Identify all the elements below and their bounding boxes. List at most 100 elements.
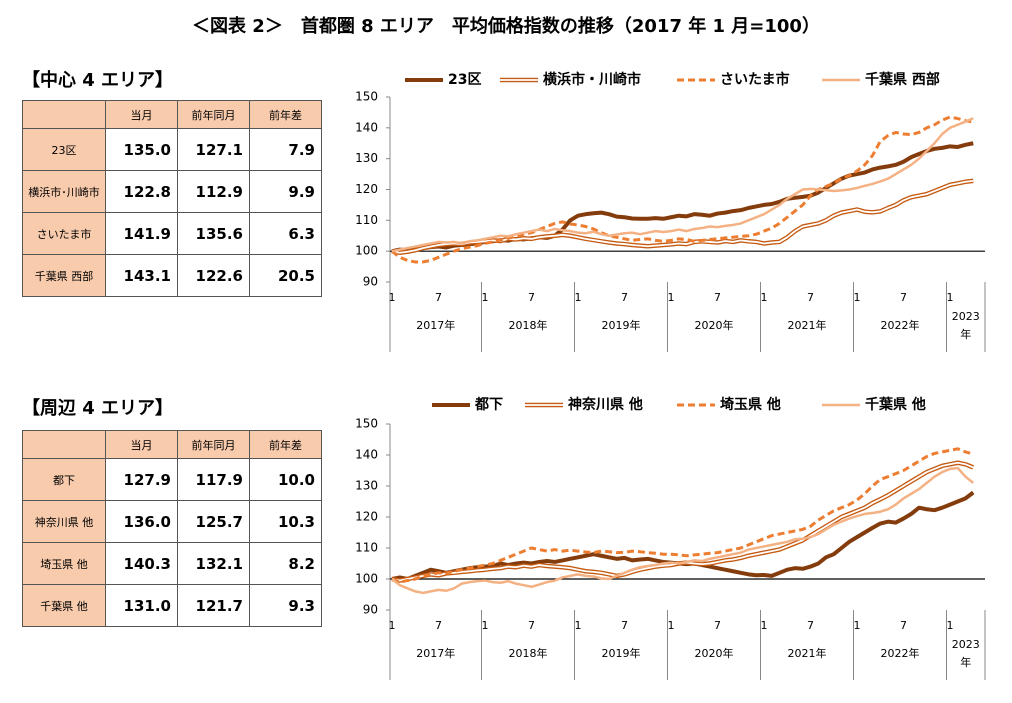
section-heading: 【中心 4 エリア】 [22, 70, 174, 91]
x-tick-label: 1 [482, 619, 489, 632]
table-header-row: 当月 前年同月 前年差 [22, 430, 322, 459]
table-row-label: 千葉県 西部 [22, 254, 106, 297]
legend-label: 千葉県 他 [865, 396, 926, 413]
table-number-cell: 135.0 [105, 128, 178, 171]
year-label: 2020年 [695, 318, 734, 332]
x-tick-label: 1 [482, 291, 489, 304]
table-number-cell: 121.7 [177, 584, 250, 627]
table-number-cell: 136.0 [105, 500, 178, 543]
x-tick-label: 7 [621, 291, 628, 304]
table-row-label: 千葉県 他 [22, 584, 106, 627]
x-tick-label: 1 [947, 619, 954, 632]
chart: 90 100 110 120 130 140 150 2017年 2018年 2019年 2020年… [355, 396, 986, 680]
year-label: 2018年 [509, 646, 548, 660]
y-tick-label: 130 [355, 479, 378, 493]
legend-label: 23区 [448, 72, 481, 88]
chart: 90 100 110 120 130 140 150 2017年 2018年 2019年 2020年… [355, 71, 986, 352]
x-tick-label: 1 [854, 291, 861, 304]
table-row: 横浜市･川崎市 122.8 112.9 9.9 [22, 170, 322, 213]
table-number-cell: 143.1 [105, 254, 178, 297]
table-number-cell: 10.0 [249, 458, 322, 501]
table-row: 23区 135.0 127.1 7.9 [22, 128, 322, 171]
x-tick-label: 7 [807, 619, 814, 632]
year-label: 2023 年 [952, 310, 980, 341]
data-table: 当月 前年同月 前年差 都下 127.9 117.9 10.0 神奈川県 他 136.0 125.… [22, 430, 322, 627]
table-row: 都下 127.9 117.9 10.0 [22, 458, 322, 501]
year-label: 2020年 [695, 646, 734, 660]
table-number-cell: 10.3 [249, 500, 322, 543]
year-label-line: 2023 [952, 310, 980, 323]
table-number-cell: 132.1 [177, 542, 250, 585]
legend-label: 神奈川県 他 [568, 396, 643, 413]
year-label: 2019年 [602, 318, 641, 332]
series-line [391, 447, 974, 584]
table-row-label: 横浜市･川崎市 [22, 170, 106, 213]
year-label: 2017年 [416, 646, 455, 660]
table-number-cell: 112.9 [177, 170, 250, 213]
table-row-label: 都下 [22, 458, 106, 501]
table-row: 千葉県 西部 143.1 122.6 20.5 [22, 254, 322, 297]
table-corner-cell [22, 100, 106, 129]
table-number-cell: 8.2 [249, 542, 322, 585]
year-label-line: 年 [960, 327, 971, 341]
y-tick-label: 90 [363, 603, 378, 617]
y-tick-label: 150 [355, 90, 378, 104]
x-tick-label: 7 [528, 619, 535, 632]
table-number-cell: 117.9 [177, 458, 250, 501]
table-header-cell: 前年差 [249, 100, 322, 129]
y-tick-label: 110 [355, 541, 378, 555]
year-label: 2018年 [509, 318, 548, 332]
table-row: 神奈川県 他 136.0 125.7 10.3 [22, 500, 322, 543]
table-number-cell: 122.6 [177, 254, 250, 297]
series-line [391, 141, 974, 254]
table-header-cell: 前年差 [249, 430, 322, 459]
year-label: 2023 年 [952, 638, 980, 669]
y-tick-label: 150 [355, 417, 378, 431]
x-tick-label: 7 [714, 291, 721, 304]
series-line [391, 115, 974, 264]
table-row: さいたま市 141.9 135.6 6.3 [22, 212, 322, 255]
legend-label: さいたま市 [720, 71, 790, 88]
table-number-cell: 7.9 [249, 128, 322, 171]
x-tick-label: 1 [389, 291, 396, 304]
legend-label: 千葉県 西部 [865, 71, 940, 88]
y-tick-label: 110 [355, 213, 378, 227]
table-row: 埼玉県 他 140.3 132.1 8.2 [22, 542, 322, 585]
table-number-cell: 141.9 [105, 212, 178, 255]
x-tick-label: 7 [807, 291, 814, 304]
x-tick-label: 1 [575, 619, 582, 632]
table-number-cell: 127.1 [177, 128, 250, 171]
y-tick-label: 100 [355, 244, 378, 258]
table-number-cell: 127.9 [105, 458, 178, 501]
x-tick-label: 1 [854, 619, 861, 632]
x-tick-label: 7 [621, 619, 628, 632]
year-label-line: 2023 [952, 638, 980, 651]
x-tick-label: 7 [900, 291, 907, 304]
y-tick-label: 120 [355, 182, 378, 196]
y-tick-label: 140 [355, 448, 378, 462]
section-heading: 【周辺 4 エリア】 [22, 398, 174, 419]
table-row-label: 23区 [22, 128, 106, 171]
table-header-cell: 当月 [105, 100, 178, 129]
table-number-cell: 135.6 [177, 212, 250, 255]
table-number-cell: 9.3 [249, 584, 322, 627]
table-row-label: 神奈川県 他 [22, 500, 106, 543]
x-tick-label: 7 [714, 619, 721, 632]
table-number-cell: 9.9 [249, 170, 322, 213]
legend-label: 横浜市・川崎市 [543, 71, 641, 88]
table-number-cell: 140.3 [105, 542, 178, 585]
x-tick-label: 1 [668, 291, 675, 304]
y-tick-label: 120 [355, 510, 378, 524]
table-header-cell: 前年同月 [177, 100, 250, 129]
x-tick-label: 7 [900, 619, 907, 632]
data-table: 当月 前年同月 前年差 23区 135.0 127.1 7.9 横浜市･川崎市 122.8 112… [22, 100, 322, 297]
series-line-inner [391, 179, 974, 254]
year-label: 2021年 [788, 646, 827, 660]
table-row: 千葉県 他 131.0 121.7 9.3 [22, 584, 322, 627]
year-label: 2022年 [881, 318, 920, 332]
x-tick-label: 1 [947, 291, 954, 304]
page-title: ＜図表 2＞ 首都圏 8 エリア 平均価格指数の推移（2017 年 1 月=10… [192, 15, 820, 37]
table-number-cell: 6.3 [249, 212, 322, 255]
year-label: 2021年 [788, 318, 827, 332]
table-corner-cell [22, 430, 106, 459]
